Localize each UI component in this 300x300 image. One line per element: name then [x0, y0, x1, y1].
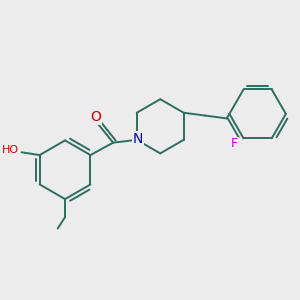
- Text: F: F: [231, 137, 238, 151]
- Text: O: O: [90, 110, 101, 124]
- Text: N: N: [133, 132, 143, 146]
- Text: HO: HO: [2, 145, 19, 155]
